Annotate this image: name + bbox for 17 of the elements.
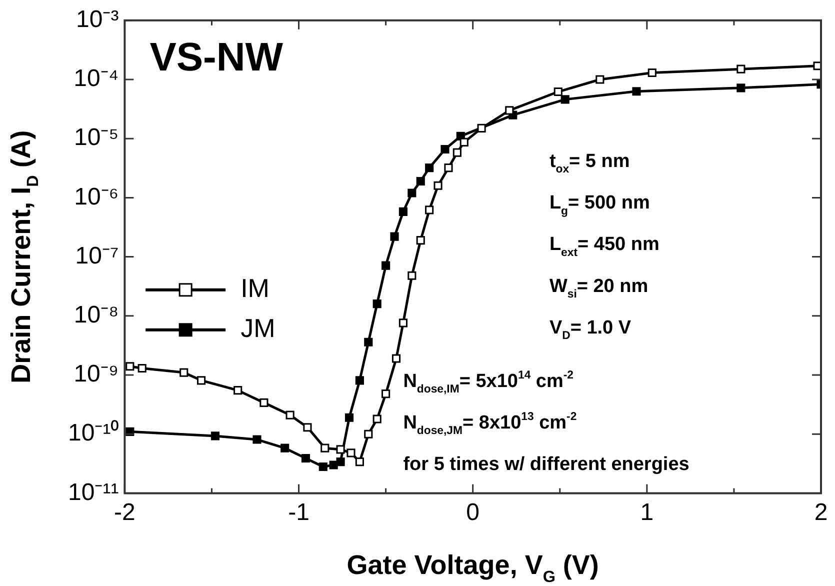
y-tick-label: 10⁻⁷ bbox=[75, 242, 119, 270]
y-tick-label: 10⁻⁹ bbox=[74, 360, 119, 388]
y-tick-label: 10⁻³ bbox=[76, 6, 119, 34]
x-tick-label: 0 bbox=[466, 499, 480, 526]
x-tick-label: 1 bbox=[640, 499, 654, 526]
y-tick-label: 10⁻⁸ bbox=[74, 302, 119, 329]
x-tick-label: -1 bbox=[288, 499, 310, 526]
chart-title: VS-NW bbox=[150, 35, 284, 80]
y-tick-label: 10⁻⁵ bbox=[74, 124, 119, 152]
y-tick-label: 10⁻⁴ bbox=[74, 65, 119, 92]
y-axis-title: Drain Current, ID (A) bbox=[6, 130, 42, 384]
annotation: for 5 times w/ different energies bbox=[403, 454, 690, 476]
x-tick-label: 2 bbox=[814, 499, 828, 526]
legend-label: IM bbox=[240, 273, 270, 304]
y-tick-label: 10⁻⁶ bbox=[74, 183, 119, 210]
legend-label: JM bbox=[240, 313, 276, 344]
y-tick-label: 10⁻¹⁰ bbox=[68, 420, 119, 447]
